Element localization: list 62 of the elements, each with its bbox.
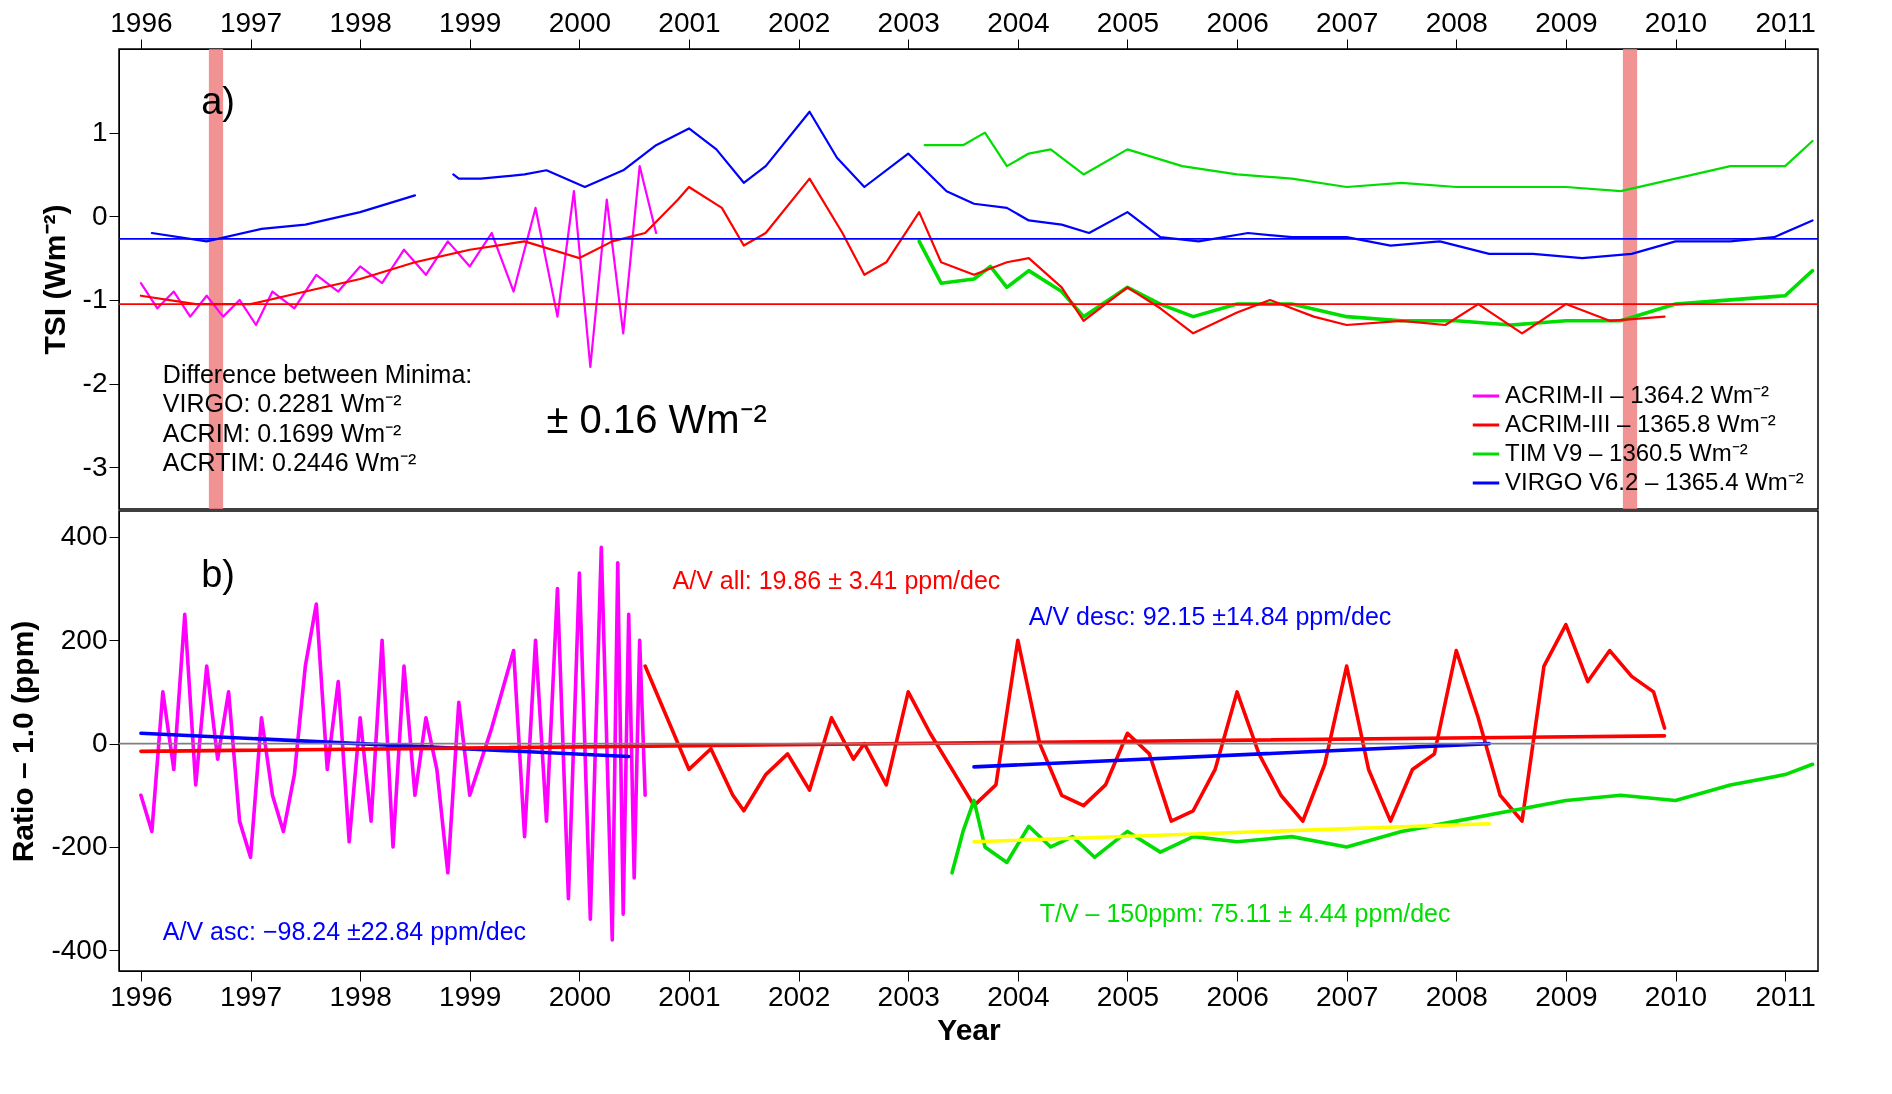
x-tick-label: 1998 (329, 6, 392, 38)
y-tick-label: -3 (82, 450, 108, 482)
y-tick-label: -400 (51, 933, 108, 965)
annotation: A/V desc: 92.15 ±14.84 ppm/dec (1028, 601, 1392, 630)
x-tick-label: 2009 (1535, 6, 1598, 38)
y-tick-label: 0 (91, 727, 108, 759)
y-axis-title: Ratio – 1.0 (ppm) (6, 620, 40, 863)
x-tick-label: 1998 (329, 980, 392, 1012)
x-tick-label: 1997 (219, 980, 283, 1012)
y-tick-label: -200 (51, 830, 108, 862)
line-series (923, 131, 1814, 193)
annotation: ACRTIM: 0.2446 Wm⁻² (162, 448, 417, 476)
x-tick-label: 2009 (1535, 980, 1598, 1012)
x-tick-label: 2006 (1206, 6, 1269, 38)
annotation: ± 0.16 Wm⁻² (546, 397, 767, 442)
x-tick-label: 2002 (767, 980, 831, 1012)
y-tick-label: -1 (82, 283, 108, 315)
x-tick-label: 2006 (1206, 980, 1269, 1012)
x-tick-label: 2010 (1644, 980, 1708, 1012)
y-axis-title: TSI (Wm⁻²) (37, 204, 71, 355)
x-tick-label: 2007 (1316, 6, 1379, 38)
legend-label: ACRIM-II – 1364.2 Wm⁻² (1505, 381, 1770, 408)
x-axis-title: Year (937, 1012, 1002, 1046)
x-tick-label: 2011 (1755, 6, 1816, 38)
line-series (950, 762, 1815, 875)
x-tick-label: 2000 (548, 980, 612, 1012)
annotation: A/V asc: −98.24 ±22.84 ppm/dec (162, 917, 527, 946)
legend-label: VIRGO V6.2 – 1365.4 Wm⁻² (1505, 468, 1804, 495)
x-tick-label: 1999 (439, 6, 502, 38)
x-tick-label: 2010 (1644, 6, 1708, 38)
y-tick-label: 200 (60, 623, 108, 655)
x-tick-label: 2001 (658, 980, 721, 1012)
y-tick-label: 400 (60, 520, 108, 552)
annotation: T/V – 150ppm: 75.11 ± 4.44 ppm/dec (1039, 899, 1451, 928)
x-tick-label: 1996 (110, 980, 173, 1012)
annotation: ACRIM: 0.1699 Wm⁻² (162, 418, 402, 447)
y-tick-label: 0 (91, 199, 108, 231)
annotation: a) (201, 80, 236, 123)
x-tick-label: 2008 (1425, 980, 1488, 1012)
x-tick-label: 2004 (987, 6, 1050, 38)
x-tick-label: 2007 (1316, 980, 1379, 1012)
x-tick-label: 2003 (877, 6, 940, 38)
y-tick-label: 1 (91, 116, 108, 148)
x-tick-label: 2005 (1096, 980, 1160, 1012)
x-tick-label: 2003 (877, 980, 940, 1012)
annotation: Difference between Minima: (162, 360, 473, 389)
x-tick-label: 2002 (767, 6, 831, 38)
y-tick-label: -2 (82, 367, 108, 399)
x-tick-label: 2004 (987, 980, 1050, 1012)
x-tick-label: 2008 (1425, 6, 1488, 38)
annotation: VIRGO: 0.2281 Wm⁻² (162, 389, 402, 418)
x-tick-label: 2011 (1755, 980, 1816, 1012)
x-tick-label: 1997 (219, 6, 283, 38)
x-tick-label: 1999 (439, 980, 502, 1012)
legend-label: ACRIM-III – 1365.8 Wm⁻² (1505, 410, 1776, 437)
x-tick-label: 2005 (1096, 6, 1160, 38)
annotation: A/V all: 19.86 ± 3.41 ppm/dec (672, 565, 1001, 594)
x-tick-label: 2000 (548, 6, 612, 38)
x-tick-label: 1996 (110, 6, 173, 38)
x-tick-label: 2001 (658, 6, 721, 38)
annotation: b) (201, 552, 236, 595)
legend-label: TIM V9 – 1360.5 Wm⁻² (1505, 439, 1748, 466)
